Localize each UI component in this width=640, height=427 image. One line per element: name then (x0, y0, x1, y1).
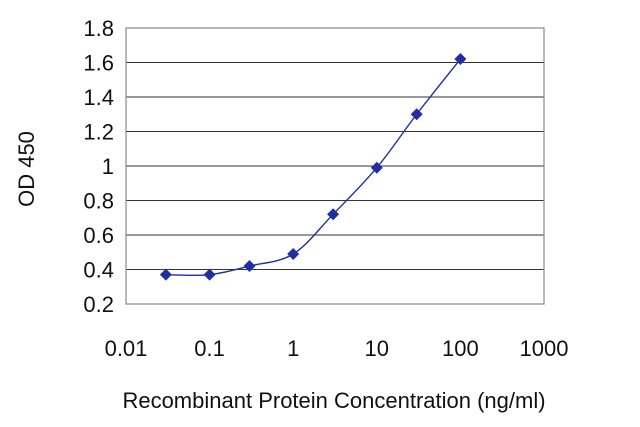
data-point (454, 53, 467, 66)
y-tick-label: 0.8 (83, 189, 114, 214)
x-axis-title: Recombinant Protein Concentration (ng/ml… (122, 388, 545, 413)
data-point (243, 260, 256, 273)
x-tick-label: 0.01 (105, 336, 148, 361)
data-series (159, 53, 467, 281)
x-tick-label: 1000 (520, 336, 569, 361)
data-point (159, 268, 172, 281)
data-point (370, 161, 383, 174)
grid-lines (126, 62, 544, 270)
data-point (327, 208, 340, 221)
y-tick-label: 0.6 (83, 223, 114, 248)
y-tick-label: 0.2 (83, 292, 114, 317)
y-tick-label: 1.2 (83, 120, 114, 145)
y-tick-label: 1.8 (83, 16, 114, 41)
y-tick-label: 1.6 (83, 51, 114, 76)
y-tick-label: 1.4 (83, 85, 114, 110)
y-axis: 0.2 0.4 0.6 0.8 1 1.2 1.4 1.6 1.8 (83, 16, 114, 317)
series-line (165, 58, 461, 277)
data-point (287, 247, 300, 260)
x-tick-label: 10 (365, 336, 389, 361)
x-axis: 0.01 0.1 1 10 100 1000 (105, 336, 569, 361)
y-tick-label: 1 (102, 154, 114, 179)
x-tick-label: 100 (442, 336, 479, 361)
x-tick-label: 1 (287, 336, 299, 361)
y-tick-label: 0.4 (83, 258, 114, 283)
data-point (410, 108, 423, 121)
plot-area-frame (125, 27, 545, 305)
data-point (203, 268, 216, 281)
x-tick-label: 0.1 (194, 336, 225, 361)
y-axis-title: OD 450 (14, 131, 39, 207)
